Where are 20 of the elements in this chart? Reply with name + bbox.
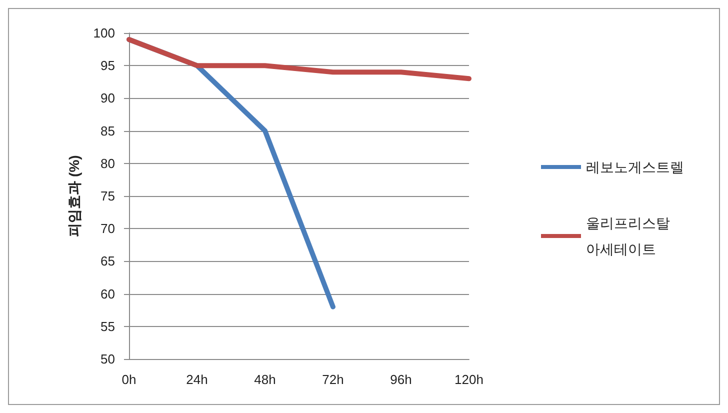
x-tick-label: 72h bbox=[322, 372, 344, 387]
y-tick-label: 70 bbox=[100, 221, 115, 236]
legend-label: 레보노게스트렐 bbox=[586, 159, 684, 175]
y-tick-label: 60 bbox=[100, 286, 115, 302]
x-tick-label: 0h bbox=[122, 372, 136, 387]
y-tick-label: 90 bbox=[100, 90, 115, 106]
y-tick-label: 50 bbox=[100, 352, 115, 366]
y-tick-label: 100 bbox=[93, 26, 115, 40]
y-tick-label: 55 bbox=[100, 318, 115, 334]
legend-label: 울리프리스탈 아세테이트 bbox=[586, 215, 670, 257]
x-tick-label: 120h bbox=[454, 372, 484, 387]
y-axis-title: 피임효과 (%) bbox=[66, 155, 82, 237]
y-tick-label: 80 bbox=[100, 156, 115, 171]
y-tick-label: 75 bbox=[100, 188, 115, 204]
y-tick-label: 65 bbox=[100, 254, 115, 269]
x-tick-label: 24h bbox=[186, 372, 208, 387]
y-tick-label: 85 bbox=[100, 123, 115, 138]
x-tick-label: 96h bbox=[390, 372, 412, 387]
x-tick-label: 48h bbox=[254, 372, 276, 387]
y-tick-label: 95 bbox=[100, 58, 115, 74]
